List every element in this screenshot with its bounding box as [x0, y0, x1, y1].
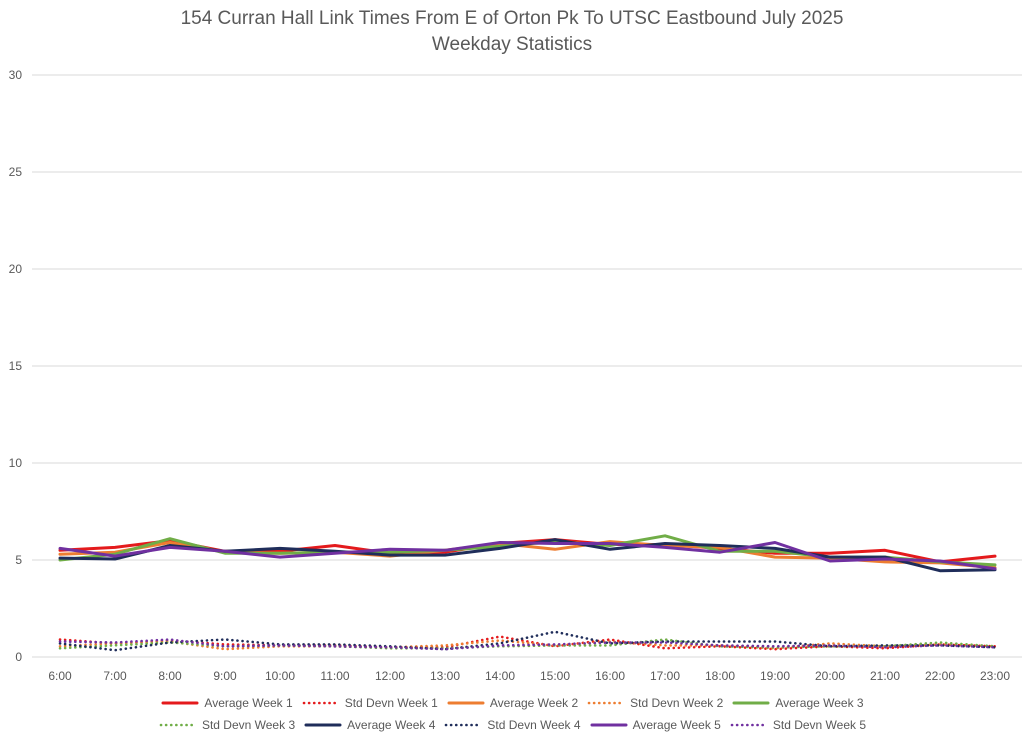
legend-label: Std Devn Week 4	[487, 718, 581, 732]
legend-label: Std Devn Week 3	[201, 718, 296, 732]
legend-label: Std Devn Week 1	[344, 696, 438, 710]
x-tick-label: 23:00	[980, 669, 1010, 683]
x-tick-label: 20:00	[815, 669, 845, 683]
y-tick-label: 25	[9, 165, 23, 179]
legend-row: Average Week 1 Std Devn Week 1 Average Wee…	[0, 696, 1024, 710]
legend-label: Average Week 2	[489, 696, 579, 710]
y-tick-label: 5	[15, 553, 22, 567]
x-tick-label: 19:00	[760, 669, 790, 683]
x-tick-label: 16:00	[595, 669, 625, 683]
legend-swatch	[304, 723, 342, 727]
x-tick-label: 14:00	[485, 669, 515, 683]
series-line-std-devn-week-2	[58, 639, 997, 651]
legend-item: Average Week 2	[446, 696, 578, 710]
legend-item: Average Week 5	[589, 718, 721, 732]
legend-item: Std Devn Week 4	[443, 718, 581, 732]
legend-label: Average Week 4	[347, 718, 436, 732]
series-line-std-devn-week-4	[58, 630, 997, 652]
legend-swatch	[445, 723, 482, 727]
x-tick-label: 12:00	[375, 669, 405, 683]
legend-label: Average Week 5	[632, 718, 721, 732]
y-tick-label: 15	[9, 359, 23, 373]
legend-swatch	[590, 723, 628, 727]
x-tick-label: 21:00	[870, 669, 900, 683]
legend-label: Average Week 3	[775, 696, 864, 710]
chart-title-block: 154 Curran Hall Link Times From E of Ort…	[0, 6, 1024, 58]
legend-row: Std Devn Week 3 Average Week 4 Std Devn We…	[0, 718, 1024, 732]
legend-swatch	[732, 701, 770, 705]
series-line-std-devn-week-5	[58, 638, 997, 651]
x-tick-label: 18:00	[705, 669, 735, 683]
chart-subtitle: Weekday Statistics	[431, 34, 593, 55]
series-line-average-week-5	[58, 541, 997, 571]
legend-item: Std Devn Week 3	[158, 718, 295, 732]
legend-label: Std Devn Week 5	[772, 718, 867, 732]
legend-item: Std Devn Week 2	[586, 696, 723, 710]
legend-item: Std Devn Week 1	[301, 696, 438, 710]
legend-item: Average Week 4	[303, 718, 435, 732]
legend-swatch	[730, 723, 768, 727]
chart-title: 154 Curran Hall Link Times From E of Ort…	[180, 8, 844, 29]
x-tick-label: 10:00	[265, 669, 295, 683]
x-tick-label: 22:00	[925, 669, 955, 683]
y-tick-label: 20	[9, 262, 23, 276]
x-tick-label: 9:00	[213, 669, 237, 683]
legend-swatch	[302, 701, 339, 705]
x-tick-label: 13:00	[430, 669, 460, 683]
x-tick-label: 7:00	[103, 669, 127, 683]
y-tick-label: 30	[9, 68, 23, 82]
legend-swatch	[587, 701, 625, 705]
legend-item: Std Devn Week 5	[729, 718, 866, 732]
legend-item: Average Week 3	[731, 696, 864, 710]
x-tick-label: 17:00	[650, 669, 680, 683]
legend-swatch	[159, 723, 197, 727]
line-chart: 0 5 10 15 20 25 30 6:00 7:00 8:00 9:00 10:00 11:00 12…	[9, 68, 1022, 683]
x-tick-label: 11:00	[320, 669, 349, 683]
x-tick-label: 6:00	[48, 669, 72, 683]
legend-label: Std Devn Week 2	[630, 696, 724, 710]
legend-label: Average Week 1	[204, 696, 293, 710]
x-tick-label: 8:00	[158, 669, 182, 683]
y-tick-label: 10	[9, 456, 23, 470]
y-tick-label: 0	[15, 650, 22, 664]
x-tick-label: 15:00	[540, 669, 570, 683]
legend-item: Average Week 1	[160, 696, 293, 710]
legend-swatch	[161, 701, 199, 705]
legend-swatch	[447, 701, 485, 705]
series-line-std-devn-week-1	[58, 635, 997, 651]
